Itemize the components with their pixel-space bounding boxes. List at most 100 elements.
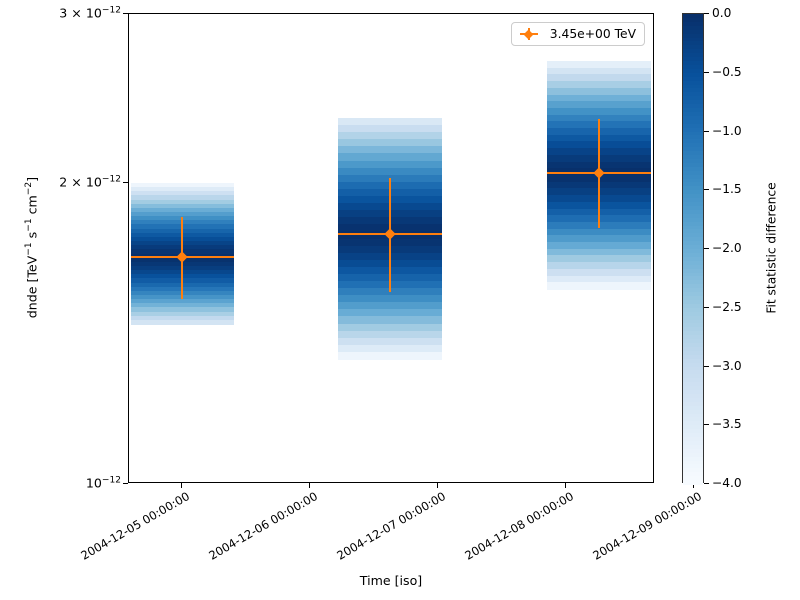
y-tick-label-group: 10−12 2 × 10−12 3 × 10−12 xyxy=(0,5,128,490)
colorbar-segment xyxy=(683,190,703,195)
colorbar-segment xyxy=(683,229,703,234)
colorbar-segment xyxy=(683,178,703,184)
y-tick-label: 2 × 10−12 xyxy=(59,174,121,190)
colorbar-segment xyxy=(683,72,703,78)
colorbar-segment xyxy=(683,350,703,356)
colorbar-segment xyxy=(683,174,703,180)
colorbar-segment xyxy=(683,413,703,419)
colorbar-segment xyxy=(683,358,703,364)
y-tick-label: 3 × 10−12 xyxy=(59,5,121,21)
colorbar-segment xyxy=(683,378,703,383)
colorbar-tick xyxy=(704,130,709,132)
colorbar-segment xyxy=(683,480,703,485)
colorbar-segment xyxy=(683,299,703,305)
colorbar-segment xyxy=(683,17,703,23)
y-axis-tick xyxy=(123,182,128,183)
colorbar-segment xyxy=(683,49,703,54)
colorbar-segment xyxy=(683,303,703,309)
colorbar-segment xyxy=(683,429,703,434)
colorbar-segment xyxy=(683,366,703,372)
colorbar-segment xyxy=(683,331,703,336)
colorbar-segment xyxy=(683,440,703,446)
colorbar-segment xyxy=(683,307,703,313)
colorbar-segment xyxy=(683,421,703,426)
colorbar-segment xyxy=(683,182,703,187)
x-axis-tick xyxy=(693,483,694,488)
colorbar-segment xyxy=(683,14,703,19)
colorbar-segment xyxy=(683,115,703,121)
x-axis-tick xyxy=(309,483,310,488)
colorbar-segment xyxy=(683,104,703,109)
colorbar-segment xyxy=(683,198,703,203)
x-axis-tick xyxy=(565,483,566,488)
colorbar-segment xyxy=(683,464,703,469)
colorbar-segment xyxy=(683,339,703,344)
legend-marker-icon xyxy=(518,27,540,41)
colorbar-segment xyxy=(683,155,703,160)
colorbar-segment xyxy=(683,319,703,325)
colorbar-segment xyxy=(683,409,703,415)
colorbar-segment xyxy=(683,276,703,281)
colorbar-segment xyxy=(683,362,703,368)
colorbar-tick-label: −0.5 xyxy=(712,64,742,79)
colorbar-segment xyxy=(683,433,703,438)
colorbar-tick xyxy=(704,13,709,14)
colorbar-segment xyxy=(683,123,703,129)
colorbar-segment xyxy=(683,88,703,93)
legend-entry-label: 3.45e+00 TeV xyxy=(549,27,636,41)
colorbar-segment xyxy=(683,41,703,46)
colorbar-tick-label: −1.5 xyxy=(712,182,742,197)
colorbar-segment xyxy=(683,209,703,215)
x-axis-label: Time [iso] xyxy=(359,573,423,588)
colorbar-segment xyxy=(683,186,703,191)
colorbar-segment xyxy=(683,252,703,258)
colorbar-segment xyxy=(683,296,703,301)
colorbar-segment xyxy=(683,382,703,387)
colorbar-tick-label: −3.0 xyxy=(712,358,742,373)
colorbar-segment xyxy=(683,311,703,317)
colorbar-segment xyxy=(683,92,703,97)
plot-area: 3.45e+00 TeV xyxy=(128,13,654,483)
colorbar-label-text: Fit statistic difference xyxy=(765,182,780,314)
colorbar-tick xyxy=(704,189,709,191)
colorbar-tick xyxy=(704,71,709,73)
colorbar-segment xyxy=(683,170,703,176)
colorbar-segment xyxy=(683,241,703,246)
colorbar-segment xyxy=(683,68,703,74)
colorbar-segment xyxy=(683,468,703,473)
colorbar-segment xyxy=(683,237,703,242)
colorbar-segment xyxy=(683,393,703,399)
colorbar-segment xyxy=(683,213,703,219)
colorbar-segment xyxy=(683,96,703,101)
colorbar-segment xyxy=(683,76,703,82)
colorbar-tick xyxy=(704,483,709,484)
legend: 3.45e+00 TeV xyxy=(510,22,645,46)
colorbar-tick-label: −3.5 xyxy=(712,417,742,432)
colorbar-segment xyxy=(683,37,703,43)
x-axis-tick xyxy=(437,483,438,488)
colorbar-segment xyxy=(683,374,703,379)
colorbar-segment xyxy=(683,256,703,262)
colorbar-segment xyxy=(683,119,703,125)
colorbar-segment xyxy=(683,225,703,231)
colorbar-segment xyxy=(683,452,703,458)
colorbar-segment xyxy=(683,57,703,62)
colorbar-tick-label: −2.5 xyxy=(712,299,742,314)
colorbar-tick xyxy=(704,365,709,367)
colorbar-segment xyxy=(683,405,703,411)
colorbar-segment xyxy=(683,29,703,35)
y-tick-label: 10−12 xyxy=(85,475,121,491)
colorbar-segment xyxy=(683,323,703,328)
colorbar-segment xyxy=(683,346,703,352)
y-axis-tick xyxy=(123,13,128,14)
colorbar-segment xyxy=(683,280,703,285)
colorbar-segment xyxy=(683,221,703,227)
colorbar-segment xyxy=(683,100,703,105)
colorbar-segment xyxy=(683,249,703,254)
colorbar-segment xyxy=(683,397,703,403)
colorbar-tick xyxy=(704,248,709,249)
colorbar-segment xyxy=(683,25,703,31)
x-tick-label: 2004-12-06 00:00:00 xyxy=(206,489,320,563)
x-tick-label: 2004-12-05 00:00:00 xyxy=(78,489,192,563)
colorbar-segment xyxy=(683,456,703,462)
